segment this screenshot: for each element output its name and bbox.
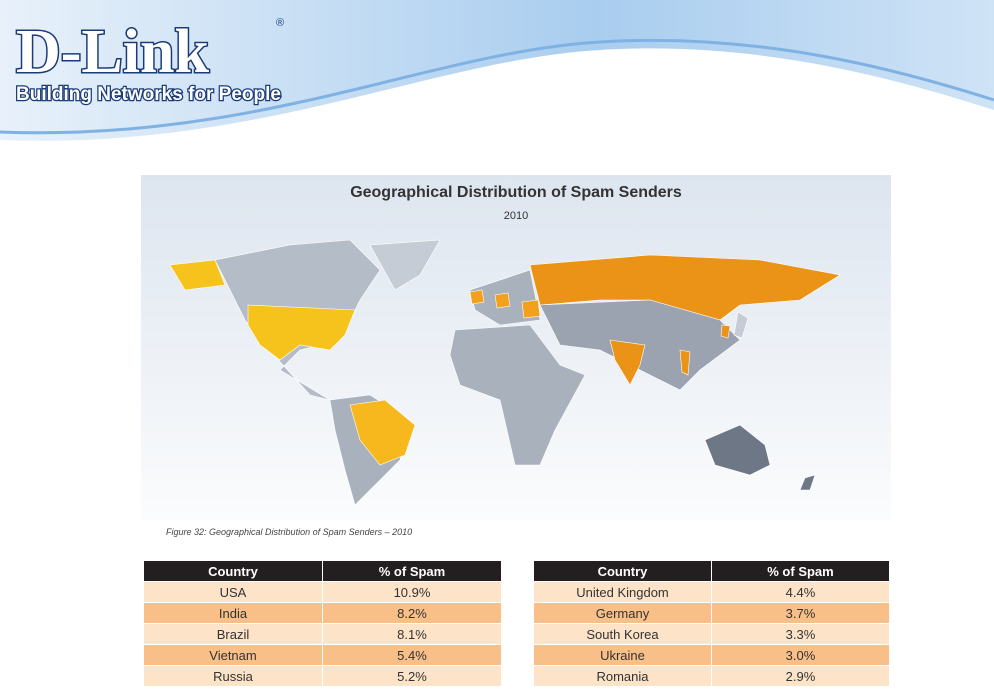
header-row: Country% of Spam <box>144 561 501 582</box>
uk <box>469 289 485 305</box>
table-cell: 4.4% <box>711 581 889 603</box>
table-cell: 8.2% <box>322 602 501 624</box>
figure-caption: Figure 32: Geographical Distribution of … <box>166 527 413 537</box>
south-korea <box>720 324 731 339</box>
russia <box>529 254 841 321</box>
header: D-Link ® Building Networks for People <box>0 0 994 141</box>
figure-subtitle: 2010 <box>504 210 528 222</box>
table-row: United Kingdom 4.4% <box>534 581 889 603</box>
table-row: Russia 5.2% <box>144 665 501 687</box>
table-row: India 8.2% <box>144 602 501 624</box>
table-row: Germany 3.7% <box>534 602 889 624</box>
ukraine <box>521 299 541 319</box>
australia <box>704 424 771 476</box>
table-cell: United Kingdom <box>534 581 712 603</box>
table-cell: Ukraine <box>534 644 712 666</box>
spam-table: Country% of Spam United Kingdom 4.4% German… <box>534 561 889 687</box>
germany <box>494 292 511 309</box>
new-zealand <box>799 474 816 491</box>
table-cell: 3.3% <box>711 623 889 645</box>
table-cell: Germany <box>534 602 712 624</box>
brazil <box>349 399 416 466</box>
japan <box>733 311 749 339</box>
table-cell: 5.4% <box>322 644 501 666</box>
table-row: Romania 2.9% <box>534 665 889 687</box>
usa <box>247 304 356 361</box>
header-row: Country% of Spam <box>534 561 889 582</box>
table-cell: South Korea <box>534 623 712 645</box>
india <box>609 339 646 386</box>
table-cell: India <box>144 602 323 624</box>
column-header: Country <box>144 561 323 582</box>
table-cell: 3.0% <box>711 644 889 666</box>
table-cell: 5.2% <box>322 665 501 687</box>
table-cell: USA <box>144 581 323 603</box>
wave-line <box>0 38 994 135</box>
table-cell: 10.9% <box>322 581 501 603</box>
alaska <box>169 259 226 291</box>
brand: D-Link <box>16 18 209 86</box>
table-cell: Romania <box>534 665 712 687</box>
africa <box>449 324 586 466</box>
table-row: Brazil 8.1% <box>144 623 501 645</box>
column-header: Country <box>534 561 712 582</box>
header-wave <box>0 0 994 141</box>
greenland <box>369 239 441 291</box>
registered: ® <box>276 17 284 29</box>
table-cell: Brazil <box>144 623 323 645</box>
table-cell: Vietnam <box>144 644 323 666</box>
table-row: Ukraine 3.0% <box>534 644 889 666</box>
table-row: USA 10.9% <box>144 581 501 603</box>
table-cell: 8.1% <box>322 623 501 645</box>
table-row: Vietnam 5.4% <box>144 644 501 666</box>
table-row: South Korea 3.3% <box>534 623 889 645</box>
vietnam <box>679 349 691 376</box>
spam-table: Country% of Spam USA 10.9% India 8.2% Brazil 8… <box>144 561 501 687</box>
table-cell: 2.9% <box>711 665 889 687</box>
map-figure: Geographical Distribution of Spam Sender… <box>141 175 891 520</box>
column-header: % of Spam <box>322 561 501 582</box>
table-cell: 3.7% <box>711 602 889 624</box>
tagline: Building Networks for People <box>16 84 281 105</box>
column-header: % of Spam <box>711 561 889 582</box>
figure-title: Geographical Distribution of Spam Sender… <box>350 184 682 201</box>
table-cell: Russia <box>144 665 323 687</box>
